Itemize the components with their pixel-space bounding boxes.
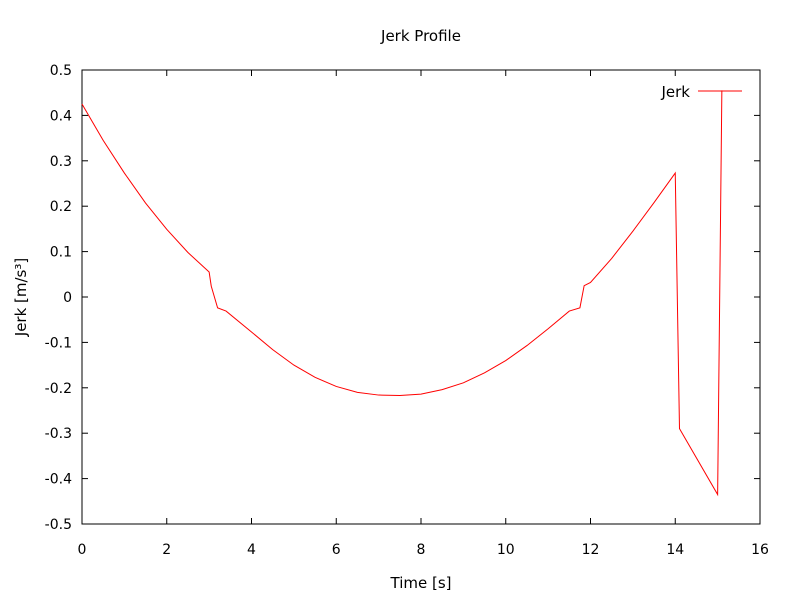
x-axis-ticks: 0 2 4 6 8 10 12 14 16 [78, 70, 769, 558]
legend: Jerk [660, 83, 742, 101]
x-tick-label: 6 [332, 542, 341, 558]
y-axis-ticks: 0.5 0.4 0.3 0.2 0.1 0 -0.1 -0.2 -0.3 -0.4 -0.5 [45, 63, 760, 533]
x-tick-label: 0 [78, 542, 87, 558]
x-tick-label: 8 [417, 542, 426, 558]
y-tick-label: 0.3 [50, 154, 72, 170]
y-tick-label: 0.5 [50, 63, 72, 79]
y-tick-label: -0.5 [45, 517, 72, 533]
y-tick-label: 0.1 [50, 245, 72, 261]
x-tick-label: 2 [162, 542, 171, 558]
y-tick-label: 0 [63, 290, 72, 306]
x-tick-label: 14 [666, 542, 684, 558]
plot-area-border [81, 69, 761, 525]
y-tick-label: -0.3 [45, 426, 72, 442]
x-tick-label: 4 [247, 542, 256, 558]
x-axis-label: Time [s] [390, 574, 452, 592]
y-tick-label: -0.1 [45, 335, 72, 351]
series-line-jerk [81, 90, 723, 497]
legend-label: Jerk [660, 83, 690, 101]
chart-title: Jerk Profile [380, 27, 461, 45]
y-tick-label: 0.4 [50, 108, 72, 124]
y-tick-label: -0.4 [45, 472, 72, 488]
x-tick-label: 12 [582, 542, 600, 558]
y-axis-label: Jerk [m/s³] [12, 258, 30, 337]
series-layer [81, 90, 723, 497]
x-tick-label: 10 [497, 542, 515, 558]
y-tick-label: -0.2 [45, 381, 72, 397]
x-tick-label: 16 [751, 542, 769, 558]
y-tick-label: 0.2 [50, 199, 72, 215]
